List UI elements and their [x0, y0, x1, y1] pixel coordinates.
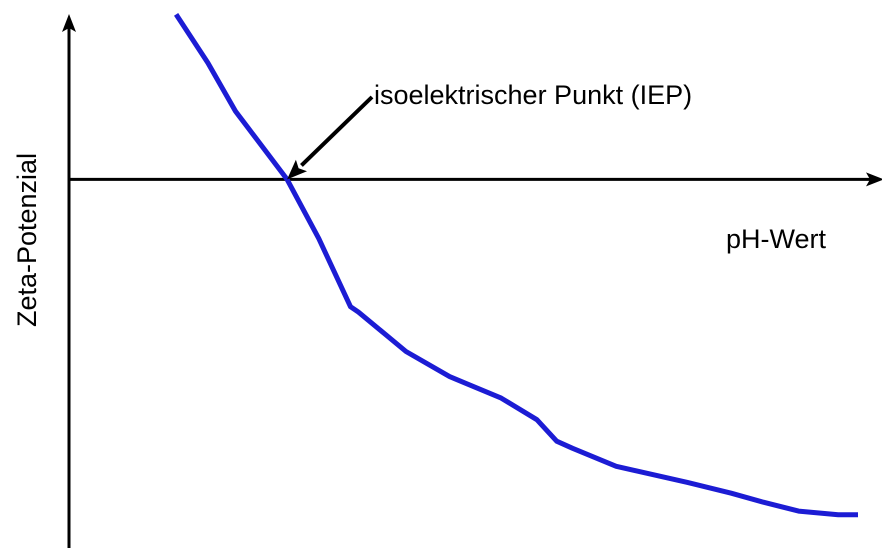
x-axis-arrowhead — [866, 172, 882, 187]
y-axis-arrowhead — [62, 14, 76, 32]
series-layer — [174, 13, 858, 518]
x-axis-label: pH-Wert — [726, 224, 827, 254]
zeta-curve — [174, 13, 858, 518]
y-axis-label: Zeta-Potenzial — [12, 153, 42, 327]
axes — [62, 14, 882, 548]
iep-annotation-arrow — [300, 95, 374, 167]
iep-annotation-arrowhead — [287, 159, 307, 180]
iep-annotation-label: isoelektrischer Punkt (IEP) — [374, 80, 692, 110]
annotation-layer: isoelektrischer Punkt (IEP) — [287, 80, 692, 180]
